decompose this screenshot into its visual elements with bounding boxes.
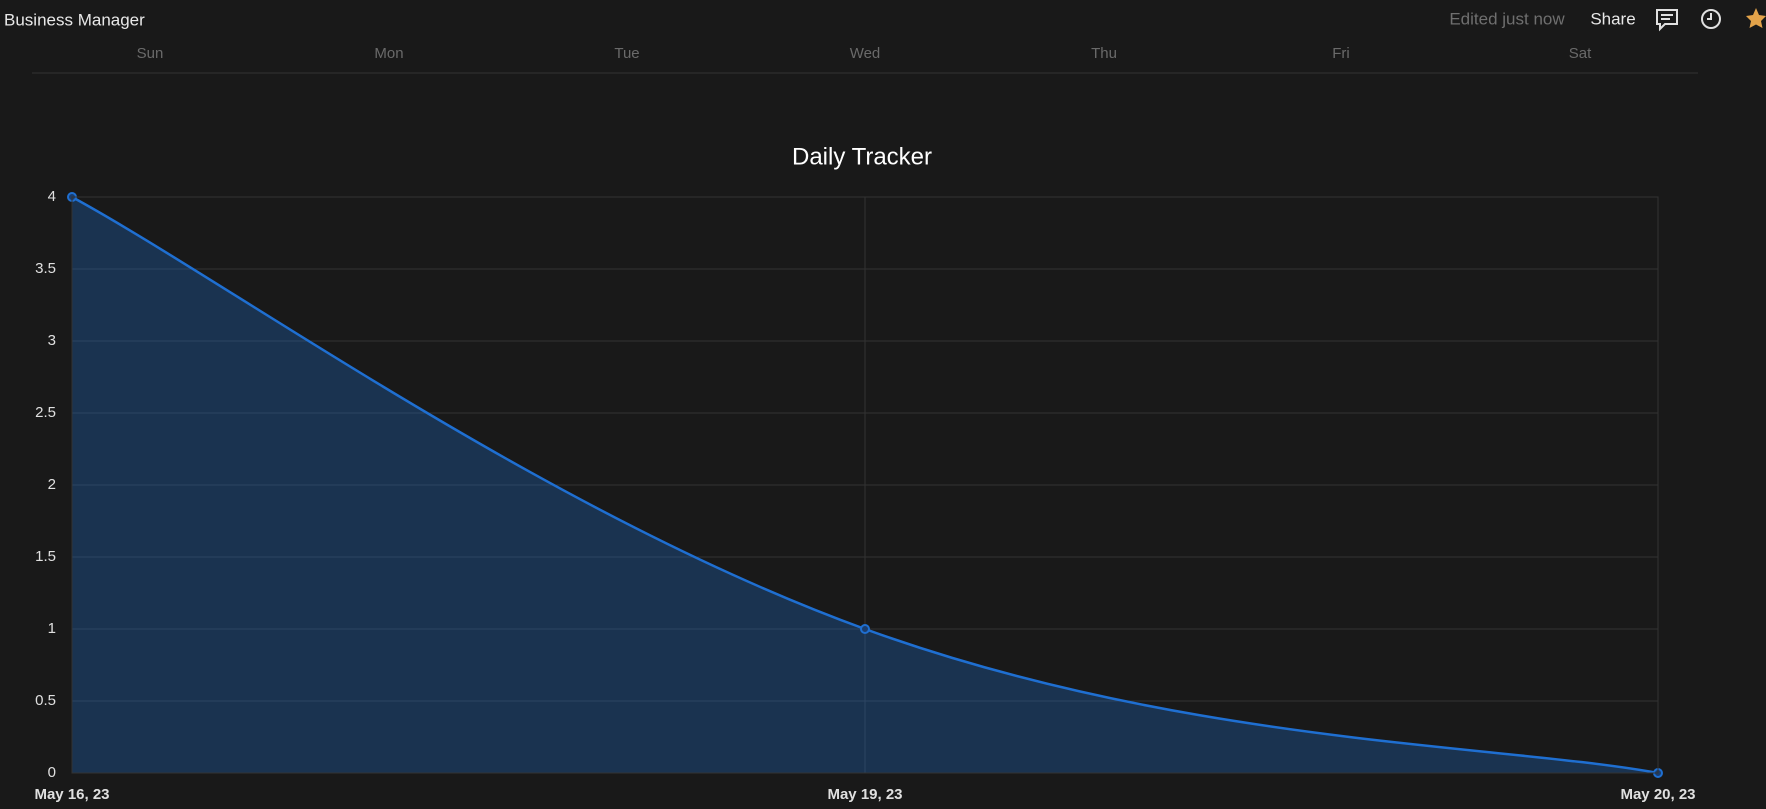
chart: Daily Tracker 0 0.5 1 1.5 2 2.5 3 3.5 4 May 16, 2… [34,143,1695,803]
plot-border [71,196,1659,774]
weekday-label: Mon [374,45,403,62]
y-tick-label: 1 [48,620,56,637]
y-tick-label: 1.5 [35,548,56,565]
weekday-label: Wed [850,45,881,62]
y-tick-label: 2.5 [35,404,56,421]
point [860,624,870,634]
comments-icon[interactable] [1656,9,1678,32]
y-tick-label: 0.5 [35,692,56,709]
favorite-icon[interactable] [1746,8,1766,28]
weekday-label: Tue [614,45,639,62]
weekday-label: Sun [137,45,164,62]
history-icon[interactable] [1701,9,1721,29]
y-tick-label: 3 [48,332,56,349]
area [72,197,1658,773]
y-tick-label: 2 [48,476,56,493]
weekday-header: Sun Mon Tue Wed Thu Fri Sat [137,45,1592,62]
y-tick-label: 0 [48,764,56,781]
weekday-label: Fri [1332,45,1350,62]
chart-title: Daily Tracker [792,143,932,170]
weekday-label: Sat [1569,45,1592,62]
y-tick-label: 3.5 [35,260,56,277]
x-tick-label: May 19, 23 [827,786,902,803]
page-title: Business Manager [4,10,145,29]
x-tick-label: May 16, 23 [34,786,109,803]
weekday-label: Thu [1091,45,1117,62]
edit-status: Edited just now [1449,9,1565,28]
x-tick-label: May 20, 23 [1620,786,1695,803]
share-button[interactable]: Share [1590,9,1635,28]
y-tick-label: 4 [48,188,56,205]
